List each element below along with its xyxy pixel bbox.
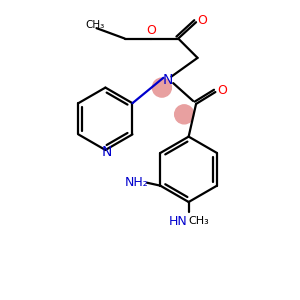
Circle shape: [152, 78, 171, 97]
Text: O: O: [146, 24, 156, 37]
Circle shape: [175, 105, 194, 124]
Text: N: N: [102, 145, 112, 159]
Text: O: O: [198, 14, 208, 27]
Text: HN: HN: [168, 215, 187, 228]
Text: O: O: [217, 84, 227, 97]
Text: CH₃: CH₃: [85, 20, 105, 30]
Text: CH₃: CH₃: [189, 216, 209, 226]
Text: NH₂: NH₂: [125, 176, 148, 189]
Text: N: N: [163, 73, 173, 87]
